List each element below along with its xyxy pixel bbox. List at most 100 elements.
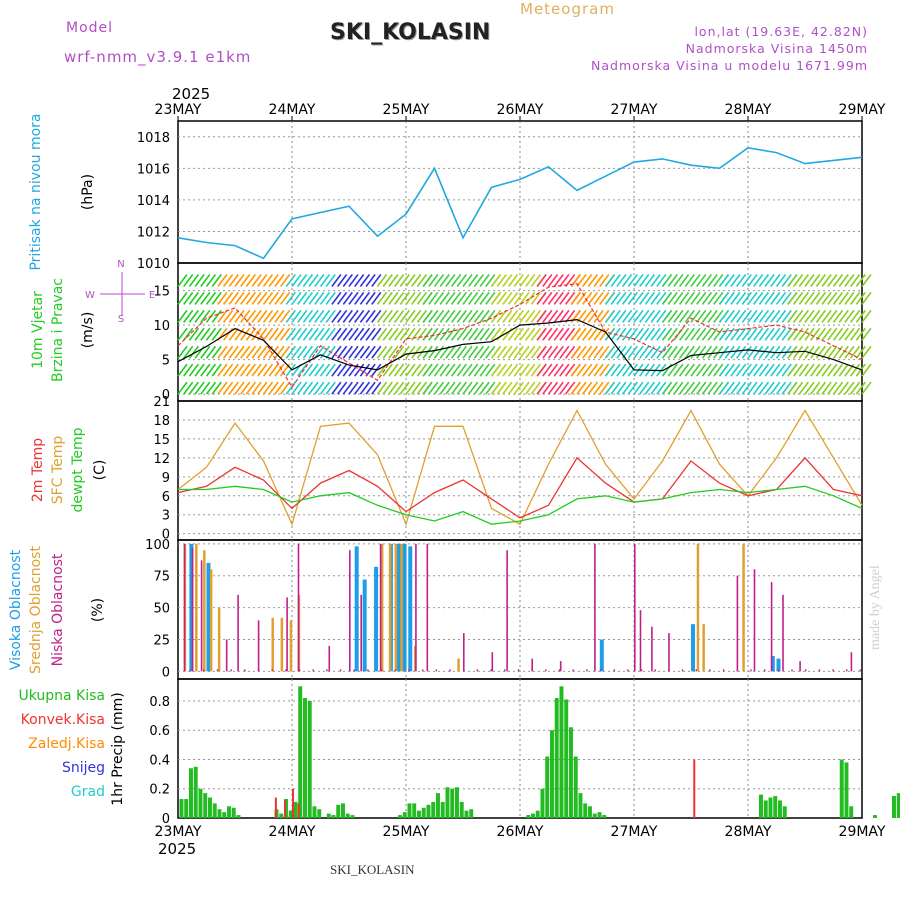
low-cloud-bar (750, 669, 752, 672)
wind-barb (810, 309, 821, 323)
low-cloud-bar (651, 626, 653, 672)
wind-barb (570, 381, 581, 395)
wind-barb (308, 291, 319, 305)
wind-barb (251, 309, 262, 323)
wind-barb (473, 363, 485, 377)
wind-barb (525, 291, 536, 305)
precip-total-bar (307, 700, 312, 818)
wind-barb (530, 273, 542, 287)
low-cloud-bar (668, 669, 670, 672)
low-cloud-bar (257, 669, 260, 672)
wind-barb (297, 309, 308, 323)
x-tick-bottom: 29MAY (839, 824, 886, 840)
wind-barb (365, 345, 376, 359)
wind-barb (650, 345, 661, 359)
wind-barb (838, 345, 849, 359)
wind-barb (536, 363, 547, 377)
wind-barb (274, 291, 285, 305)
wind-barb (399, 273, 410, 287)
wind-barb (815, 273, 827, 287)
mid-cloud-bar (271, 617, 274, 672)
wind-barb (525, 363, 536, 377)
precip-total-bar (759, 794, 763, 818)
wind-barb (621, 363, 633, 377)
wind-barb (764, 327, 775, 341)
wind-barb (513, 345, 524, 359)
low-cloud-bar (379, 543, 382, 672)
wind-barb (610, 381, 621, 395)
wind-barb (308, 309, 319, 323)
wind-barb (821, 363, 832, 377)
wind-barb (582, 363, 593, 377)
wind-barb (302, 345, 314, 359)
wind-barb (536, 327, 547, 341)
wind-barb (616, 381, 627, 395)
x-tick-bottom: 24MAY (269, 824, 316, 840)
wind-barb (747, 363, 758, 377)
precip-total-bar (298, 686, 303, 818)
wind-barb (553, 309, 564, 323)
wind-barb (798, 381, 809, 395)
low-cloud-bar (191, 547, 194, 672)
precip-total-bar (455, 787, 459, 818)
wind-barb (188, 327, 200, 341)
wind-barb (855, 381, 866, 395)
wind-barb (194, 291, 205, 305)
wind-barb (684, 273, 695, 287)
wind-barb (519, 291, 530, 305)
wind-barb (325, 363, 336, 377)
wind-barb (661, 309, 673, 323)
wind-barb (678, 291, 690, 305)
label-high-cloud: Visoka Oblacnost (8, 549, 24, 670)
wind-barb (302, 363, 314, 377)
wind-barb (827, 273, 838, 287)
y-tick-cloud: 75 (153, 570, 170, 585)
wind-barb (530, 363, 542, 377)
wind-barb (542, 363, 553, 377)
label-mid-cloud: Srednja Oblacnost (28, 546, 44, 674)
wind-barb (559, 345, 570, 359)
wind-barb (445, 363, 456, 377)
model-label: Model (66, 20, 114, 36)
wind-barb (291, 273, 302, 287)
wind-barb (718, 363, 730, 377)
wind-barb (559, 327, 570, 341)
low-cloud-bar (850, 652, 853, 672)
mid-cloud-bar (696, 543, 700, 672)
wind-barb (234, 345, 245, 359)
wind-barb (678, 345, 690, 359)
wind-barb (365, 309, 376, 323)
wind-barb (599, 345, 610, 359)
precip-total-bar (426, 804, 431, 818)
wind-barb (331, 273, 342, 287)
wind-barb (542, 345, 553, 359)
wind-barb (405, 273, 416, 287)
wind-barb (188, 363, 200, 377)
wind-barb (604, 291, 616, 305)
wind-barb (644, 327, 656, 341)
low-cloud-bar (559, 661, 562, 672)
wind-barb (678, 363, 690, 377)
wind-barb (536, 273, 547, 287)
wind-barb (764, 291, 775, 305)
wind-barb (405, 381, 416, 395)
y-tick-precip: 0.4 (149, 753, 170, 768)
wind-barb (707, 309, 718, 323)
wind-barb (587, 381, 599, 395)
wind-barb (473, 327, 485, 341)
wind-barb (650, 309, 661, 323)
wind-barb (690, 381, 701, 395)
wind-barb (331, 291, 342, 305)
wind-barb (342, 327, 353, 341)
wind-barb (855, 327, 866, 341)
wind-barb (428, 345, 439, 359)
low-cloud-bar (722, 669, 725, 672)
wind-barb (462, 327, 473, 341)
wind-barb (770, 381, 781, 395)
wind-barb (188, 291, 200, 305)
wind-barb (627, 309, 638, 323)
y-tick-precip: 0.8 (149, 695, 170, 710)
wind-barb (599, 291, 610, 305)
x-tick-top: 27MAY (611, 102, 658, 118)
wind-barb (690, 291, 701, 305)
